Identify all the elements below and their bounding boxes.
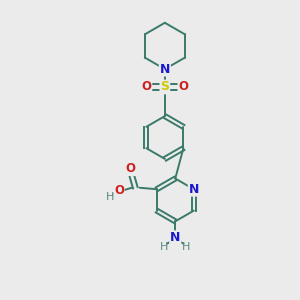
Text: N: N: [170, 231, 181, 244]
Text: H: H: [160, 242, 168, 252]
Text: H: H: [182, 242, 191, 252]
Text: S: S: [160, 80, 169, 94]
Text: H: H: [106, 192, 114, 202]
Text: N: N: [189, 183, 199, 196]
Text: O: O: [178, 80, 188, 94]
Text: N: N: [160, 63, 170, 76]
Text: O: O: [114, 184, 124, 196]
Text: O: O: [126, 162, 136, 175]
Text: O: O: [141, 80, 152, 94]
